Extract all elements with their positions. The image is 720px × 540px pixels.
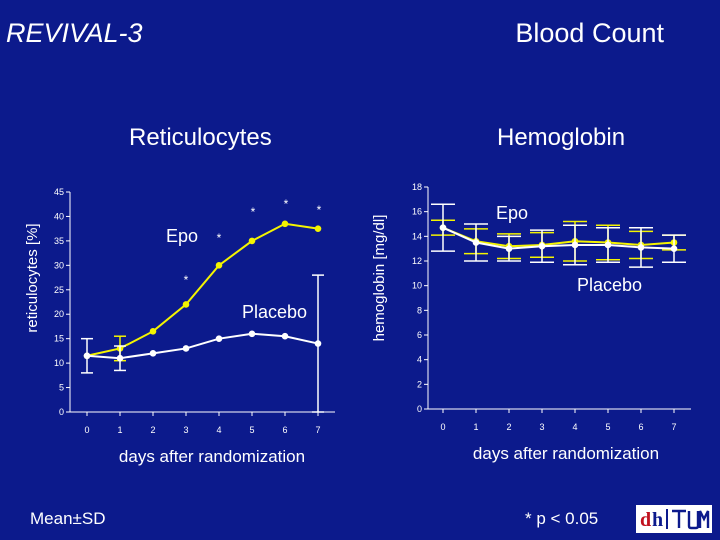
c1-legend-placebo: Placebo — [577, 275, 642, 295]
c1-s1-point-0 — [439, 224, 447, 231]
svg-text:h: h — [652, 509, 663, 531]
c0-s1-point-5 — [248, 330, 256, 338]
c0-x-tick-label-6: 6 — [282, 425, 287, 435]
c0-s0-point-4 — [215, 262, 223, 269]
c1-x-axis-label: days after randomization — [473, 444, 659, 463]
c1-x-tick-label-6: 6 — [638, 422, 643, 432]
c0-y-tick-label-3: 15 — [54, 334, 64, 344]
c0-s1-point-3 — [182, 345, 190, 352]
c1-s1-point-6 — [637, 244, 645, 251]
reticulocytes-chart-title: Reticulocytes — [129, 124, 272, 151]
c0-s1-line — [86, 332, 319, 360]
c0-s1-point-6 — [281, 332, 289, 340]
c1-y-tick-label-3: 6 — [417, 330, 422, 340]
c1-x-tick-label-7: 7 — [671, 422, 676, 432]
c1-y-tick-label-2: 4 — [417, 355, 422, 365]
c0-significance-star-2: * — [251, 205, 256, 219]
c0-y-tick-label-7: 35 — [54, 236, 64, 246]
mean-sd-note: Mean±SD — [30, 509, 106, 528]
c0-x-tick-label-1: 1 — [117, 425, 122, 435]
c1-s1-line — [442, 226, 675, 250]
c0-y-tick-label-4: 20 — [54, 309, 64, 319]
c0-significance-star-4: * — [317, 203, 322, 217]
c1-x-tick-label-1: 1 — [473, 422, 478, 432]
c1-x-tick-label-5: 5 — [605, 422, 610, 432]
c0-x-tick-label-2: 2 — [150, 425, 155, 435]
c0-legend-epo: Epo — [166, 226, 198, 246]
slide-topic: Blood Count — [515, 18, 664, 48]
institution-logo: d h — [636, 505, 712, 533]
c0-s0-point-3 — [182, 301, 190, 308]
study-title: REVIVAL-3 — [6, 18, 143, 48]
significance-note: * p < 0.05 — [525, 509, 599, 528]
c1-y-tick-label-6: 12 — [412, 256, 422, 266]
c1-x-tick-label-3: 3 — [539, 422, 544, 432]
c0-x-axis-label: days after randomization — [119, 447, 305, 466]
c0-significance-star-3: * — [284, 197, 289, 211]
c0-s1-point-2 — [149, 350, 157, 357]
c0-y-tick-label-8: 40 — [54, 211, 64, 221]
c0-s0-point-6 — [281, 220, 289, 228]
c0-y-tick-label-0: 0 — [59, 407, 64, 417]
c0-y-tick-label-6: 30 — [54, 260, 64, 270]
c0-s0-point-5 — [248, 237, 256, 245]
c0-x-tick-label-7: 7 — [315, 425, 320, 435]
c1-legend-epo: Epo — [496, 203, 528, 223]
c0-s1-point-1 — [116, 354, 124, 362]
c0-s0-point-7 — [314, 225, 322, 232]
c1-x-tick-label-4: 4 — [572, 422, 577, 432]
c0-y-tick-label-2: 10 — [54, 358, 64, 368]
c0-s0-point-2 — [149, 328, 157, 335]
tum-logo-icon: d h — [636, 505, 712, 533]
c1-x-tick-label-0: 0 — [440, 422, 445, 432]
c1-y-tick-label-9: 18 — [412, 182, 422, 192]
c0-y-tick-label-9: 45 — [54, 187, 64, 197]
c1-s1-point-3 — [538, 242, 546, 250]
c0-legend-placebo: Placebo — [242, 302, 307, 322]
c0-x-tick-label-3: 3 — [183, 425, 188, 435]
c0-s1-point-0 — [83, 352, 91, 360]
c1-y-tick-label-5: 10 — [412, 281, 422, 291]
c1-y-axis-label: hemoglobin [mg/dl] — [371, 215, 388, 342]
c1-y-tick-label-8: 16 — [412, 207, 422, 217]
c1-y-tick-label-0: 0 — [417, 404, 422, 414]
c0-y-axis-label: reticulocytes [%] — [24, 223, 41, 332]
svg-text:d: d — [640, 509, 651, 531]
c0-significance-star-0: * — [184, 273, 189, 287]
c0-x-tick-label-0: 0 — [84, 425, 89, 435]
c0-y-tick-label-5: 25 — [54, 285, 64, 295]
c1-s0-line — [442, 226, 675, 248]
c1-x-tick-label-2: 2 — [506, 422, 511, 432]
c1-s1-point-4 — [571, 241, 579, 249]
c0-s1-point-7 — [314, 340, 322, 347]
c0-significance-star-1: * — [217, 231, 222, 245]
hemoglobin-chart-title: Hemoglobin — [497, 124, 626, 151]
c1-s1-point-1 — [472, 239, 480, 246]
c1-y-tick-label-1: 2 — [417, 379, 422, 389]
c0-x-tick-label-4: 4 — [216, 425, 221, 435]
c1-y-tick-label-7: 14 — [412, 231, 422, 241]
c0-y-tick-label-1: 5 — [59, 383, 64, 393]
c0-x-tick-label-5: 5 — [249, 425, 254, 435]
c0-s1-point-4 — [215, 335, 223, 342]
c1-s1-point-5 — [604, 241, 612, 249]
c1-s1-point-7 — [670, 245, 678, 252]
c1-s1-point-2 — [505, 245, 513, 252]
c1-y-tick-label-4: 8 — [417, 305, 422, 315]
